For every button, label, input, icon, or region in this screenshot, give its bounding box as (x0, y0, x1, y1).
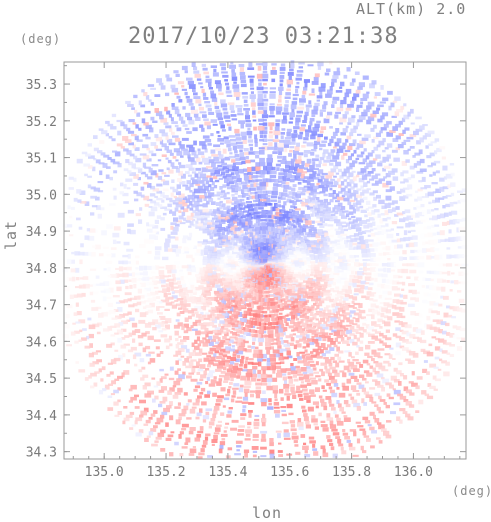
x-tick-label: 136.0 (394, 465, 433, 480)
y-tick-label: 35.3 (26, 78, 57, 93)
y-tick-label: 35.2 (26, 115, 57, 130)
y-tick-label: 34.8 (26, 262, 57, 277)
y-tick-label: 34.5 (26, 372, 57, 387)
y-tick-label: 34.4 (26, 409, 57, 424)
x-tick-label: 135.6 (270, 465, 309, 480)
y-tick-label: 34.7 (26, 299, 57, 314)
x-tick-label: 135.4 (208, 465, 247, 480)
y-tick-label: 34.9 (26, 225, 57, 240)
x-tick-label: 135.8 (332, 465, 371, 480)
y-tick-label: 35.0 (26, 188, 57, 203)
x-tick-label: 135.2 (146, 465, 185, 480)
y-tick-label: 34.6 (26, 335, 57, 350)
y-tick-label: 35.1 (26, 152, 57, 167)
y-tick-label: 34.3 (26, 446, 57, 461)
velocity-field (62, 61, 468, 459)
x-tick-label: 135.0 (85, 465, 124, 480)
